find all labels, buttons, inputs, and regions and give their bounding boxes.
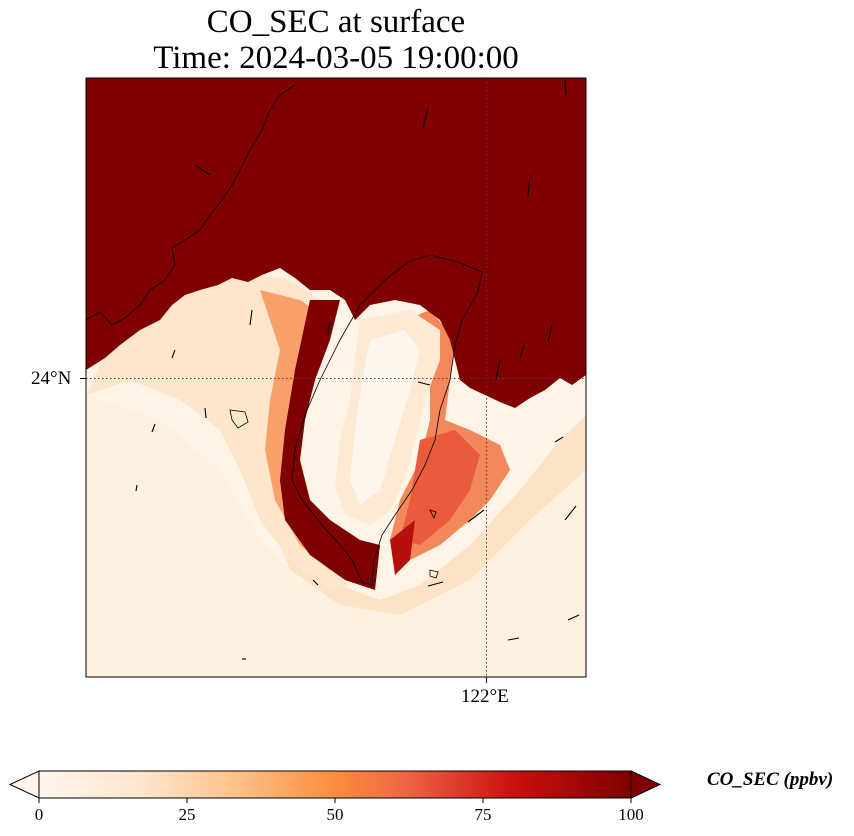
colorbar-body bbox=[39, 771, 631, 798]
wind-arrow bbox=[519, 344, 525, 359]
wind-arrow bbox=[422, 107, 429, 129]
wind-arrow bbox=[151, 423, 156, 433]
wind-arrow bbox=[312, 579, 319, 586]
map-area bbox=[86, 78, 586, 677]
heatmap-east-red bbox=[400, 430, 480, 545]
mainland-coastline bbox=[86, 84, 296, 326]
wind-arrow bbox=[507, 637, 520, 641]
heatmap-north-high bbox=[86, 78, 586, 408]
wind-arrow bbox=[327, 321, 331, 336]
green-island bbox=[429, 509, 437, 520]
colorbar-label: CO_SEC (ppbv) bbox=[707, 769, 834, 790]
wind-arrow bbox=[547, 324, 553, 343]
wind-arrow bbox=[554, 436, 564, 443]
colorbar bbox=[8, 770, 662, 803]
map-frame bbox=[85, 77, 587, 678]
taiwan-coastline bbox=[291, 254, 483, 586]
colorbar-extend-min bbox=[8, 770, 40, 799]
colorbar-tick-label: 100 bbox=[618, 805, 644, 824]
latitude-tick-label: 24°N bbox=[31, 368, 72, 389]
wind-arrow bbox=[417, 381, 431, 386]
colorbar-tick-label: 0 bbox=[34, 805, 44, 824]
wind-arrow bbox=[495, 359, 501, 381]
wind-arrow bbox=[204, 407, 207, 419]
colorbar-tick-label: 25 bbox=[178, 805, 196, 824]
colorbar-tick-label: 75 bbox=[474, 805, 492, 824]
wind-arrow bbox=[564, 79, 567, 96]
wind-arrow bbox=[564, 505, 577, 521]
colorbar-extend-max bbox=[630, 770, 662, 799]
wind-arrow bbox=[567, 614, 580, 621]
wind-arrow bbox=[135, 484, 138, 492]
penghu-island bbox=[229, 409, 249, 429]
orchid-island bbox=[429, 569, 439, 579]
heatmap-south-red bbox=[390, 520, 415, 575]
colorbar-tick-label: 50 bbox=[326, 805, 344, 824]
colorbar-ticks bbox=[38, 798, 632, 803]
heatmap-west-coast-high bbox=[280, 300, 380, 590]
wind-arrow bbox=[171, 349, 176, 359]
wind-arrow bbox=[467, 509, 485, 523]
wind-vectors bbox=[135, 79, 580, 660]
wind-arrow bbox=[427, 581, 444, 587]
longitude-tick-label: 122°E bbox=[461, 686, 509, 707]
heatmap-low-plume bbox=[86, 395, 586, 677]
heatmap-interior-core bbox=[350, 330, 420, 505]
chart-title-line1: CO_SEC at surface bbox=[206, 4, 466, 40]
chart-title-line2: Time: 2024-03-05 19:00:00 bbox=[153, 40, 519, 76]
heatmap-south-arc bbox=[270, 415, 586, 615]
wind-arrow bbox=[249, 309, 253, 326]
wind-arrow bbox=[527, 174, 531, 197]
wind-arrow bbox=[194, 164, 211, 176]
